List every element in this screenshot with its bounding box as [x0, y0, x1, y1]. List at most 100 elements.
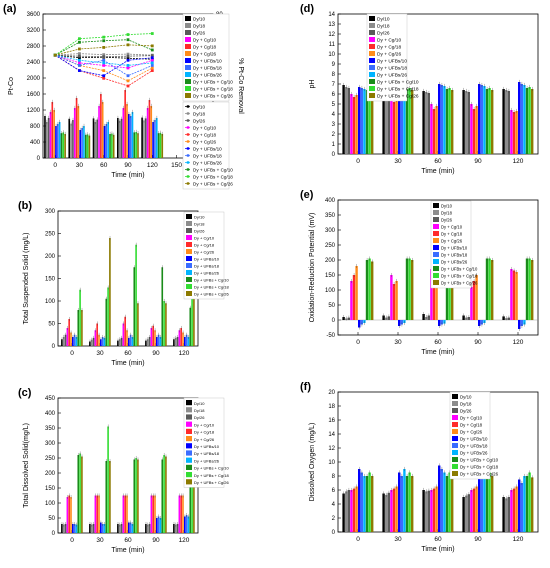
bar-dy-ufbs-cg-26	[531, 89, 534, 154]
legend-swatch	[369, 72, 375, 77]
x-tick-label: 30	[394, 536, 402, 543]
x-axis-label: Time (min)	[111, 172, 144, 179]
bar-dy-ufbs-cg-18	[448, 472, 451, 532]
bar-dy-ufbs-cg-26	[112, 134, 115, 158]
legend-swatch	[369, 23, 375, 28]
bar-dy-ufbs-cg-26	[109, 238, 111, 346]
bar-dy-cg-26	[395, 486, 398, 532]
bar-dy-ufbs-10	[100, 522, 102, 533]
removal-point	[126, 64, 130, 67]
bar-dy-ufbs-10	[79, 130, 82, 158]
bar-dy-18	[174, 337, 177, 346]
bar-dy-cg-26	[182, 332, 184, 346]
y-tick-label: 400	[325, 198, 336, 204]
bar-dy-ufbs-10	[156, 518, 158, 533]
x-tick-label: 60	[124, 350, 132, 357]
bar-dy-18	[425, 92, 428, 154]
bar-dy-10	[117, 118, 119, 158]
y-tick-label: 14	[328, 12, 335, 18]
bar-dy-18	[118, 339, 121, 346]
legend-label: Dy + UFBs/18	[194, 264, 220, 269]
bar-dy-26	[467, 92, 470, 154]
removal-point	[126, 58, 130, 62]
x-tick-label: 30	[394, 339, 402, 346]
legend-swatch	[186, 479, 192, 485]
legend-label: Dy + Cg/26	[193, 52, 217, 57]
bar-dy-ufbs-10	[358, 469, 361, 532]
legend-label: Dy + UFBs + Cg/26	[194, 480, 229, 485]
bar-dy-cg-10	[390, 275, 393, 320]
y-axis-label: Total Suspended Solid (mg/L)	[23, 233, 30, 325]
bar-dy-ufbs-cg-18	[86, 134, 89, 158]
bar-dy-cg-18	[432, 488, 436, 532]
y-tick-label: 1	[332, 142, 336, 148]
bar-dy-ufbs-18	[480, 472, 483, 532]
bar-dy-ufbs-cg-10	[525, 476, 529, 532]
removal-point	[102, 58, 106, 62]
bar-dy-ufbs-18	[129, 334, 132, 346]
legend-swatch	[186, 291, 192, 296]
bar-dy-26	[148, 337, 151, 346]
legend-swatch	[186, 464, 192, 470]
bar-dy-26	[427, 315, 430, 320]
bar-dy-18	[345, 491, 348, 532]
y-axis-label: Oxidation-Reduction Potential (mV)	[309, 213, 316, 323]
bar-dy-ufbs-cg-18	[408, 88, 411, 154]
bar-dy-18	[70, 123, 72, 158]
bar-dy-cg-10	[510, 110, 513, 154]
legend-label: Dy + UFBs + Cg/10	[194, 466, 229, 471]
y-tick-label: 1200	[27, 108, 41, 114]
legend-marker	[186, 126, 190, 129]
bar-dy-ufbs-18	[129, 116, 132, 158]
bar-dy-ufbs-26	[131, 337, 134, 346]
bar-dy-cg-26	[435, 260, 438, 320]
bar-dy-26	[347, 88, 350, 154]
x-tick-label: 120	[513, 536, 524, 543]
legend-swatch	[186, 407, 192, 413]
removal-point	[150, 48, 154, 52]
y-tick-label: 4	[332, 112, 336, 118]
legend-swatch	[369, 93, 375, 98]
y-tick-label: 6	[332, 92, 336, 98]
bar-dy-cg-18	[152, 495, 154, 533]
bar-dy-10	[92, 118, 95, 158]
x-tick-label: 150	[171, 162, 182, 169]
legend-swatch	[369, 16, 375, 21]
legend-label: Dy + UFBs + Cg/10	[377, 80, 419, 86]
bar-dy-ufbs-10	[103, 126, 106, 158]
bar-dy-cg-18	[51, 102, 54, 158]
legend-label: Dy + Cg/26	[441, 239, 463, 244]
bar-dy-ufbs-10	[152, 122, 154, 158]
bar-dy-cg-26	[355, 95, 358, 154]
legend-swatch	[452, 408, 458, 413]
bar-dy-ufbs-26	[483, 469, 486, 532]
bar-dy-10	[422, 314, 425, 320]
y-tick-label: 2	[332, 516, 336, 522]
legend-swatch	[433, 203, 439, 208]
bar-dy-cg-10	[350, 490, 353, 532]
bar-dy-cg-18	[124, 495, 126, 533]
legend-label: Dy/10	[194, 401, 205, 406]
removal-point	[78, 56, 81, 60]
bar-dy-ufbs-26	[443, 86, 446, 154]
x-axis-label: Time (min)	[421, 168, 454, 175]
bar-dy-18	[385, 494, 388, 532]
bar-dy-ufbs-cg-18	[62, 132, 65, 158]
bar-dy-cg-10	[390, 98, 393, 154]
bar-dy-ufbs-cg-10	[405, 476, 409, 532]
bar-dy-ufbs-18	[520, 84, 523, 154]
bar-dy-cg-26	[395, 281, 398, 320]
bar-dy-ufbs-cg-18	[528, 472, 531, 532]
removal-line-dy-ufbs-cg-18	[54, 33, 153, 56]
bar-dy-ufbs-26	[58, 122, 61, 158]
removal-point	[150, 58, 154, 62]
removal-line-dy-ufbs-10	[54, 54, 153, 77]
bar-dy-ufbs-cg-26	[371, 476, 374, 532]
legend-label: Dy + Cg/10	[377, 38, 401, 44]
legend-swatch	[186, 414, 192, 420]
legend-swatch	[452, 436, 458, 441]
bar-dy-26	[176, 337, 179, 346]
bar-dy-ufbs-26	[483, 86, 486, 154]
